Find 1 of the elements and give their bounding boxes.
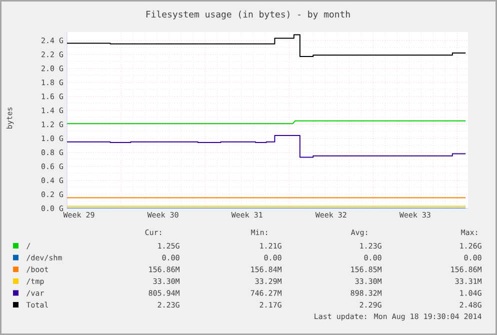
chart-title: Filesystem usage (in bytes) - by month: [146, 10, 350, 20]
